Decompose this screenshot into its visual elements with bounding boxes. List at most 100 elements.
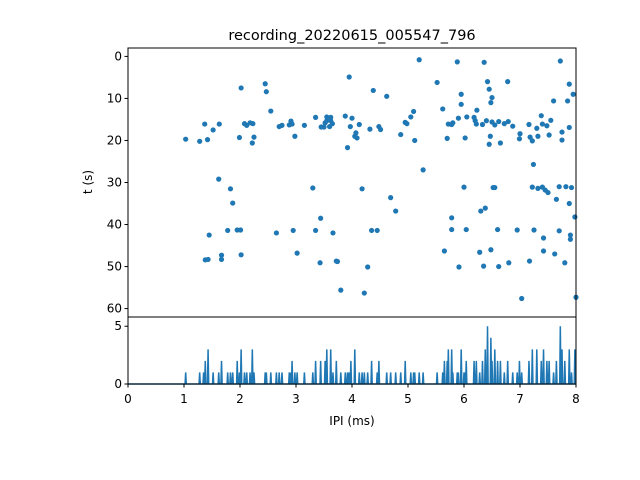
raster-point xyxy=(530,161,537,168)
raster-point xyxy=(492,184,498,191)
raster-point xyxy=(505,79,511,85)
raster-y-tick-label: 50 xyxy=(107,260,122,274)
histogram-x-tick-label: 0 xyxy=(124,392,132,406)
raster-y-tick-label: 10 xyxy=(107,91,122,105)
raster-point xyxy=(313,227,319,234)
raster-point xyxy=(496,263,502,270)
raster-point xyxy=(361,290,367,296)
raster-point xyxy=(321,124,327,130)
histogram-x-tick-label: 3 xyxy=(292,392,300,406)
raster-point xyxy=(310,185,316,191)
raster-point xyxy=(344,145,351,151)
histogram-x-tick-label: 4 xyxy=(348,392,356,406)
raster-point xyxy=(492,122,498,128)
histogram-y-tick-label: 5 xyxy=(114,319,122,333)
raster-point xyxy=(519,295,525,302)
raster-point xyxy=(570,91,576,97)
raster-point xyxy=(393,208,399,214)
raster-point xyxy=(230,200,236,206)
raster-point xyxy=(497,140,503,146)
raster-point xyxy=(268,108,274,114)
raster-point xyxy=(566,200,572,207)
histogram-x-tick-label: 7 xyxy=(516,392,524,406)
raster-point xyxy=(488,247,494,253)
raster-y-tick-label: 40 xyxy=(107,218,122,232)
raster-point xyxy=(481,263,487,269)
raster-point xyxy=(527,134,533,140)
raster-point xyxy=(553,196,560,202)
histogram-x-tick-label: 6 xyxy=(460,392,468,406)
raster-y-tick-label: 30 xyxy=(107,176,122,190)
raster-point xyxy=(454,59,460,65)
raster-point xyxy=(551,98,557,104)
raster-point xyxy=(556,184,562,190)
raster-point xyxy=(529,138,535,144)
raster-point xyxy=(556,228,562,234)
raster-point xyxy=(474,107,480,113)
raster-point xyxy=(484,79,491,85)
raster-point xyxy=(567,232,574,238)
raster-point xyxy=(440,106,446,112)
raster-point xyxy=(557,58,563,64)
histogram-x-tick-label: 5 xyxy=(404,392,412,406)
raster-point xyxy=(216,121,222,127)
raster-point xyxy=(338,287,344,293)
raster-point xyxy=(449,215,455,221)
raster-point xyxy=(251,134,257,140)
raster-point xyxy=(496,118,502,125)
raster-y-tick-label: 20 xyxy=(107,133,122,147)
histogram-series xyxy=(128,326,577,385)
raster-points xyxy=(183,57,579,302)
raster-point xyxy=(559,137,565,143)
raster-point xyxy=(349,115,355,121)
raster-point xyxy=(324,114,330,120)
raster-point xyxy=(461,184,467,190)
raster-point xyxy=(329,121,335,127)
histogram-x-ticks: 0 1 2 3 4 5 6 7 8 xyxy=(124,384,580,406)
raster-point xyxy=(210,127,216,133)
raster-point xyxy=(486,86,492,92)
raster-point xyxy=(540,248,547,254)
raster-point xyxy=(236,134,243,141)
raster-point xyxy=(384,93,390,99)
raster-point xyxy=(455,115,461,121)
raster-point xyxy=(262,81,268,87)
raster-point xyxy=(420,167,426,173)
raster-point xyxy=(412,137,418,144)
raster-point xyxy=(324,118,330,124)
raster-point xyxy=(411,108,417,115)
raster-point xyxy=(216,176,222,182)
raster-point xyxy=(478,208,484,214)
raster-point xyxy=(398,131,404,138)
raster-point xyxy=(489,94,495,101)
chart-title: recording_20220615_005547_796 xyxy=(228,28,475,44)
raster-point xyxy=(463,226,469,233)
raster-point xyxy=(367,126,373,132)
raster-point xyxy=(562,260,568,266)
raster-point xyxy=(534,125,540,131)
raster-point xyxy=(354,135,360,141)
raster-point xyxy=(328,114,334,120)
raster-point xyxy=(473,121,479,127)
raster-point xyxy=(563,184,569,190)
raster-point xyxy=(462,135,468,141)
raster-point xyxy=(238,252,244,258)
raster-point xyxy=(206,232,212,238)
raster-point xyxy=(359,186,365,192)
raster-point xyxy=(441,248,447,254)
raster-point xyxy=(486,141,492,147)
raster-point xyxy=(263,89,269,95)
raster-point xyxy=(572,214,578,220)
raster-point xyxy=(317,260,323,266)
raster-y-ticks: 0 10 20 30 40 50 60 xyxy=(107,49,128,316)
raster-point xyxy=(346,74,352,80)
raster-point xyxy=(514,227,520,233)
histogram-x-tick-label: 8 xyxy=(572,392,580,406)
raster-point xyxy=(301,122,307,128)
raster-point xyxy=(347,123,353,130)
raster-point xyxy=(408,114,414,120)
histogram-x-tick-label: 1 xyxy=(180,392,188,406)
raster-point xyxy=(318,215,324,221)
